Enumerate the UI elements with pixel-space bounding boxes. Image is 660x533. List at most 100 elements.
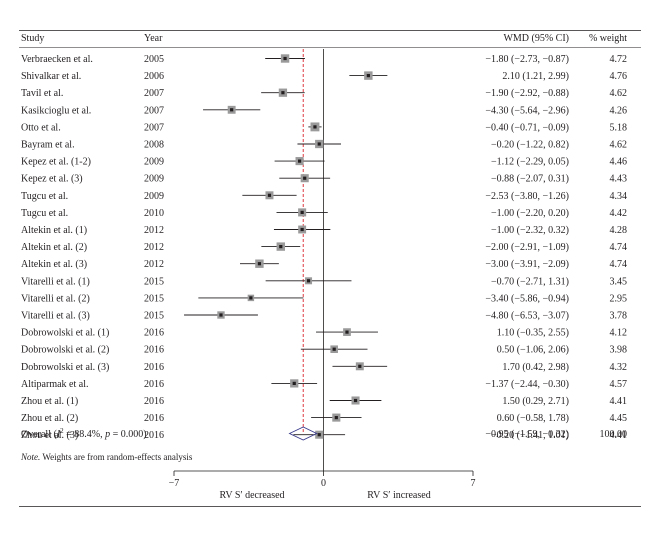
- study-year: 2015: [144, 293, 164, 304]
- study-ci-text: −1.37 (−2.44, −0.30): [485, 379, 569, 390]
- point-estimate: [306, 279, 311, 283]
- study-name: Vitarelli et al. (3): [21, 311, 90, 322]
- x-tick-label: 7: [471, 478, 476, 489]
- x-tick-label: −7: [169, 478, 180, 489]
- study-name: Bayram et al.: [21, 140, 75, 151]
- study-ci-text: −1.12 (−2.29, 0.05): [491, 157, 569, 168]
- header-study: Study: [21, 33, 44, 44]
- study-year: 2005: [144, 54, 164, 65]
- study-name: Kepez et al. (1-2): [21, 157, 91, 168]
- plot-area: −7 0 7: [169, 49, 476, 489]
- study-name: Vitarelli et al. (2): [21, 293, 90, 304]
- study-ci-text: −0.20 (−1.22, 0.82): [491, 140, 569, 151]
- header-effect: WMD (95% CI): [503, 33, 569, 44]
- header-weight: % weight: [589, 33, 627, 44]
- study-weight: 4.46: [610, 157, 628, 168]
- point-estimate: [281, 91, 285, 95]
- point-estimate: [283, 56, 287, 61]
- header-year: Year: [144, 33, 163, 44]
- study-weight: 4.57: [610, 379, 628, 390]
- x-tick-label: 0: [321, 478, 326, 489]
- axis-left-label: RV S′ decreased: [219, 490, 284, 501]
- study-name: Kepez et al. (3): [21, 174, 83, 185]
- study-weight: 4.74: [610, 242, 628, 253]
- study-weight: 4.34: [610, 191, 628, 202]
- study-year: 2016: [144, 396, 164, 407]
- study-rows: Verbraecken et al. 2005 −1.80 (−2.73, −0.8…: [21, 54, 627, 441]
- study-year: 2007: [144, 88, 164, 99]
- study-year: 2016: [144, 413, 164, 424]
- study-year: 2016: [144, 430, 164, 441]
- study-weight: 4.26: [610, 105, 628, 116]
- overall-weight: 100.00: [600, 429, 628, 440]
- study-year: 2016: [144, 362, 164, 373]
- point-estimate: [317, 433, 321, 437]
- study-weight: 4.12: [610, 328, 628, 339]
- study-name: Otto et al.: [21, 122, 61, 133]
- point-estimate: [230, 108, 234, 112]
- study-name: Zhou et al. (2): [21, 413, 78, 424]
- study-year: 2016: [144, 328, 164, 339]
- study-name: Tavil et al.: [21, 88, 63, 99]
- axis-right-label: RV S′ increased: [367, 490, 430, 501]
- study-year: 2016: [144, 345, 164, 356]
- study-weight: 4.76: [610, 71, 628, 82]
- study-name: Dobrowolski et al. (3): [21, 362, 109, 373]
- point-estimate: [267, 193, 272, 197]
- study-name: Tugcu et al.: [21, 191, 68, 202]
- study-ci-text: 0.60 (−0.58, 1.78): [497, 413, 569, 424]
- study-weight: 4.62: [610, 140, 628, 151]
- study-weight: 3.98: [610, 345, 628, 356]
- study-ci-text: −3.00 (−3.91, −2.09): [485, 259, 569, 270]
- study-weight: 4.42: [610, 208, 628, 219]
- study-year: 2007: [144, 122, 164, 133]
- point-estimate: [300, 210, 304, 214]
- study-year: 2012: [144, 259, 164, 270]
- study-weight: 4.41: [610, 396, 628, 407]
- study-weight: 4.28: [610, 225, 628, 236]
- study-ci-text: 0.50 (−1.06, 2.06): [497, 345, 569, 356]
- study-name: Dobrowolski et al. (2): [21, 345, 109, 356]
- study-ci-text: 2.10 (1.21, 2.99): [502, 71, 569, 82]
- study-year: 2009: [144, 174, 164, 185]
- point-estimate: [279, 245, 283, 249]
- study-name: Kasikcioglu et al.: [21, 105, 91, 116]
- point-estimate: [317, 142, 321, 146]
- study-year: 2012: [144, 242, 164, 253]
- study-year: 2007: [144, 105, 164, 116]
- study-ci-text: −0.88 (−2.07, 0.31): [491, 174, 569, 185]
- overall-diamond: [288, 426, 318, 441]
- study-weight: 4.41: [610, 430, 628, 441]
- study-weight: 5.18: [610, 122, 628, 133]
- overall-ci-text: −0.95 (−1.59, −0.32): [485, 429, 569, 440]
- study-year: 2015: [144, 311, 164, 322]
- study-ci-text: 1.70 (0.42, 2.98): [502, 362, 569, 373]
- point-estimate: [249, 296, 253, 300]
- study-name: Altekin et al. (1): [21, 225, 87, 236]
- point-estimate: [366, 74, 370, 78]
- study-weight: 3.78: [610, 311, 628, 322]
- study-year: 2015: [144, 276, 164, 287]
- point-estimate: [300, 227, 304, 232]
- study-weight: 4.74: [610, 259, 628, 270]
- study-year: 2009: [144, 191, 164, 202]
- study-ci-text: −1.00 (−2.20, 0.20): [491, 208, 569, 219]
- point-estimate: [345, 330, 349, 334]
- study-ci-text: 1.50 (0.29, 2.71): [502, 396, 569, 407]
- study-weight: 4.62: [610, 88, 628, 99]
- point-estimate: [334, 416, 338, 420]
- study-year: 2008: [144, 140, 164, 151]
- point-estimate: [297, 159, 302, 163]
- study-name: Zhou et al. (1): [21, 396, 78, 407]
- study-year: 2016: [144, 379, 164, 390]
- study-name: Verbraecken et al.: [21, 54, 93, 65]
- study-weight: 4.45: [610, 413, 628, 424]
- study-ci-text: −1.00 (−2.32, 0.32): [491, 225, 569, 236]
- study-weight: 4.72: [610, 54, 628, 65]
- study-ci-text: −1.80 (−2.73, −0.87): [485, 54, 569, 65]
- study-weight: 4.43: [610, 174, 628, 185]
- point-estimate: [257, 262, 262, 266]
- point-estimate: [292, 381, 296, 385]
- study-year: 2009: [144, 157, 164, 168]
